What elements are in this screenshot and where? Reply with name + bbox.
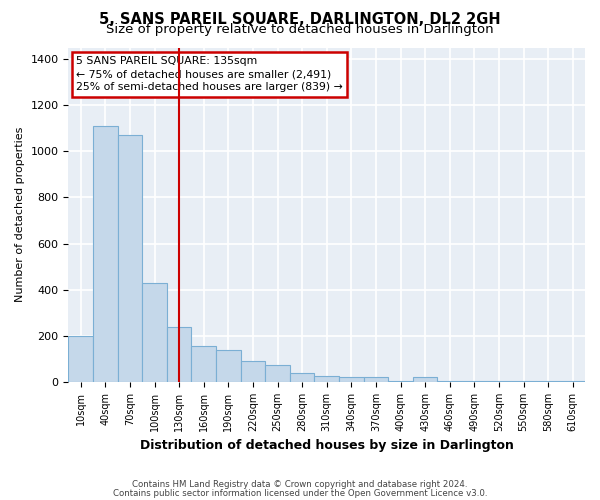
Bar [487,381,511,382]
X-axis label: Distribution of detached houses by size in Darlington: Distribution of detached houses by size … [140,440,514,452]
Bar [437,381,462,382]
Bar [536,381,560,382]
Bar [93,126,118,382]
Text: Size of property relative to detached houses in Darlington: Size of property relative to detached ho… [106,22,494,36]
Bar [290,373,314,382]
Bar [462,381,487,382]
Bar [142,283,167,382]
Y-axis label: Number of detached properties: Number of detached properties [15,127,25,302]
Bar [314,376,339,382]
Bar [241,362,265,382]
Bar [216,350,241,382]
Bar [191,346,216,382]
Bar [511,381,536,382]
Bar [388,381,413,382]
Bar [68,336,93,382]
Bar [339,378,364,382]
Bar [118,135,142,382]
Bar [413,378,437,382]
Text: 5, SANS PAREIL SQUARE, DARLINGTON, DL2 2GH: 5, SANS PAREIL SQUARE, DARLINGTON, DL2 2… [99,12,501,28]
Bar [167,326,191,382]
Text: 5 SANS PAREIL SQUARE: 135sqm
← 75% of detached houses are smaller (2,491)
25% of: 5 SANS PAREIL SQUARE: 135sqm ← 75% of de… [76,56,343,92]
Bar [560,381,585,382]
Text: Contains HM Land Registry data © Crown copyright and database right 2024.: Contains HM Land Registry data © Crown c… [132,480,468,489]
Bar [265,365,290,382]
Bar [364,378,388,382]
Text: Contains public sector information licensed under the Open Government Licence v3: Contains public sector information licen… [113,488,487,498]
